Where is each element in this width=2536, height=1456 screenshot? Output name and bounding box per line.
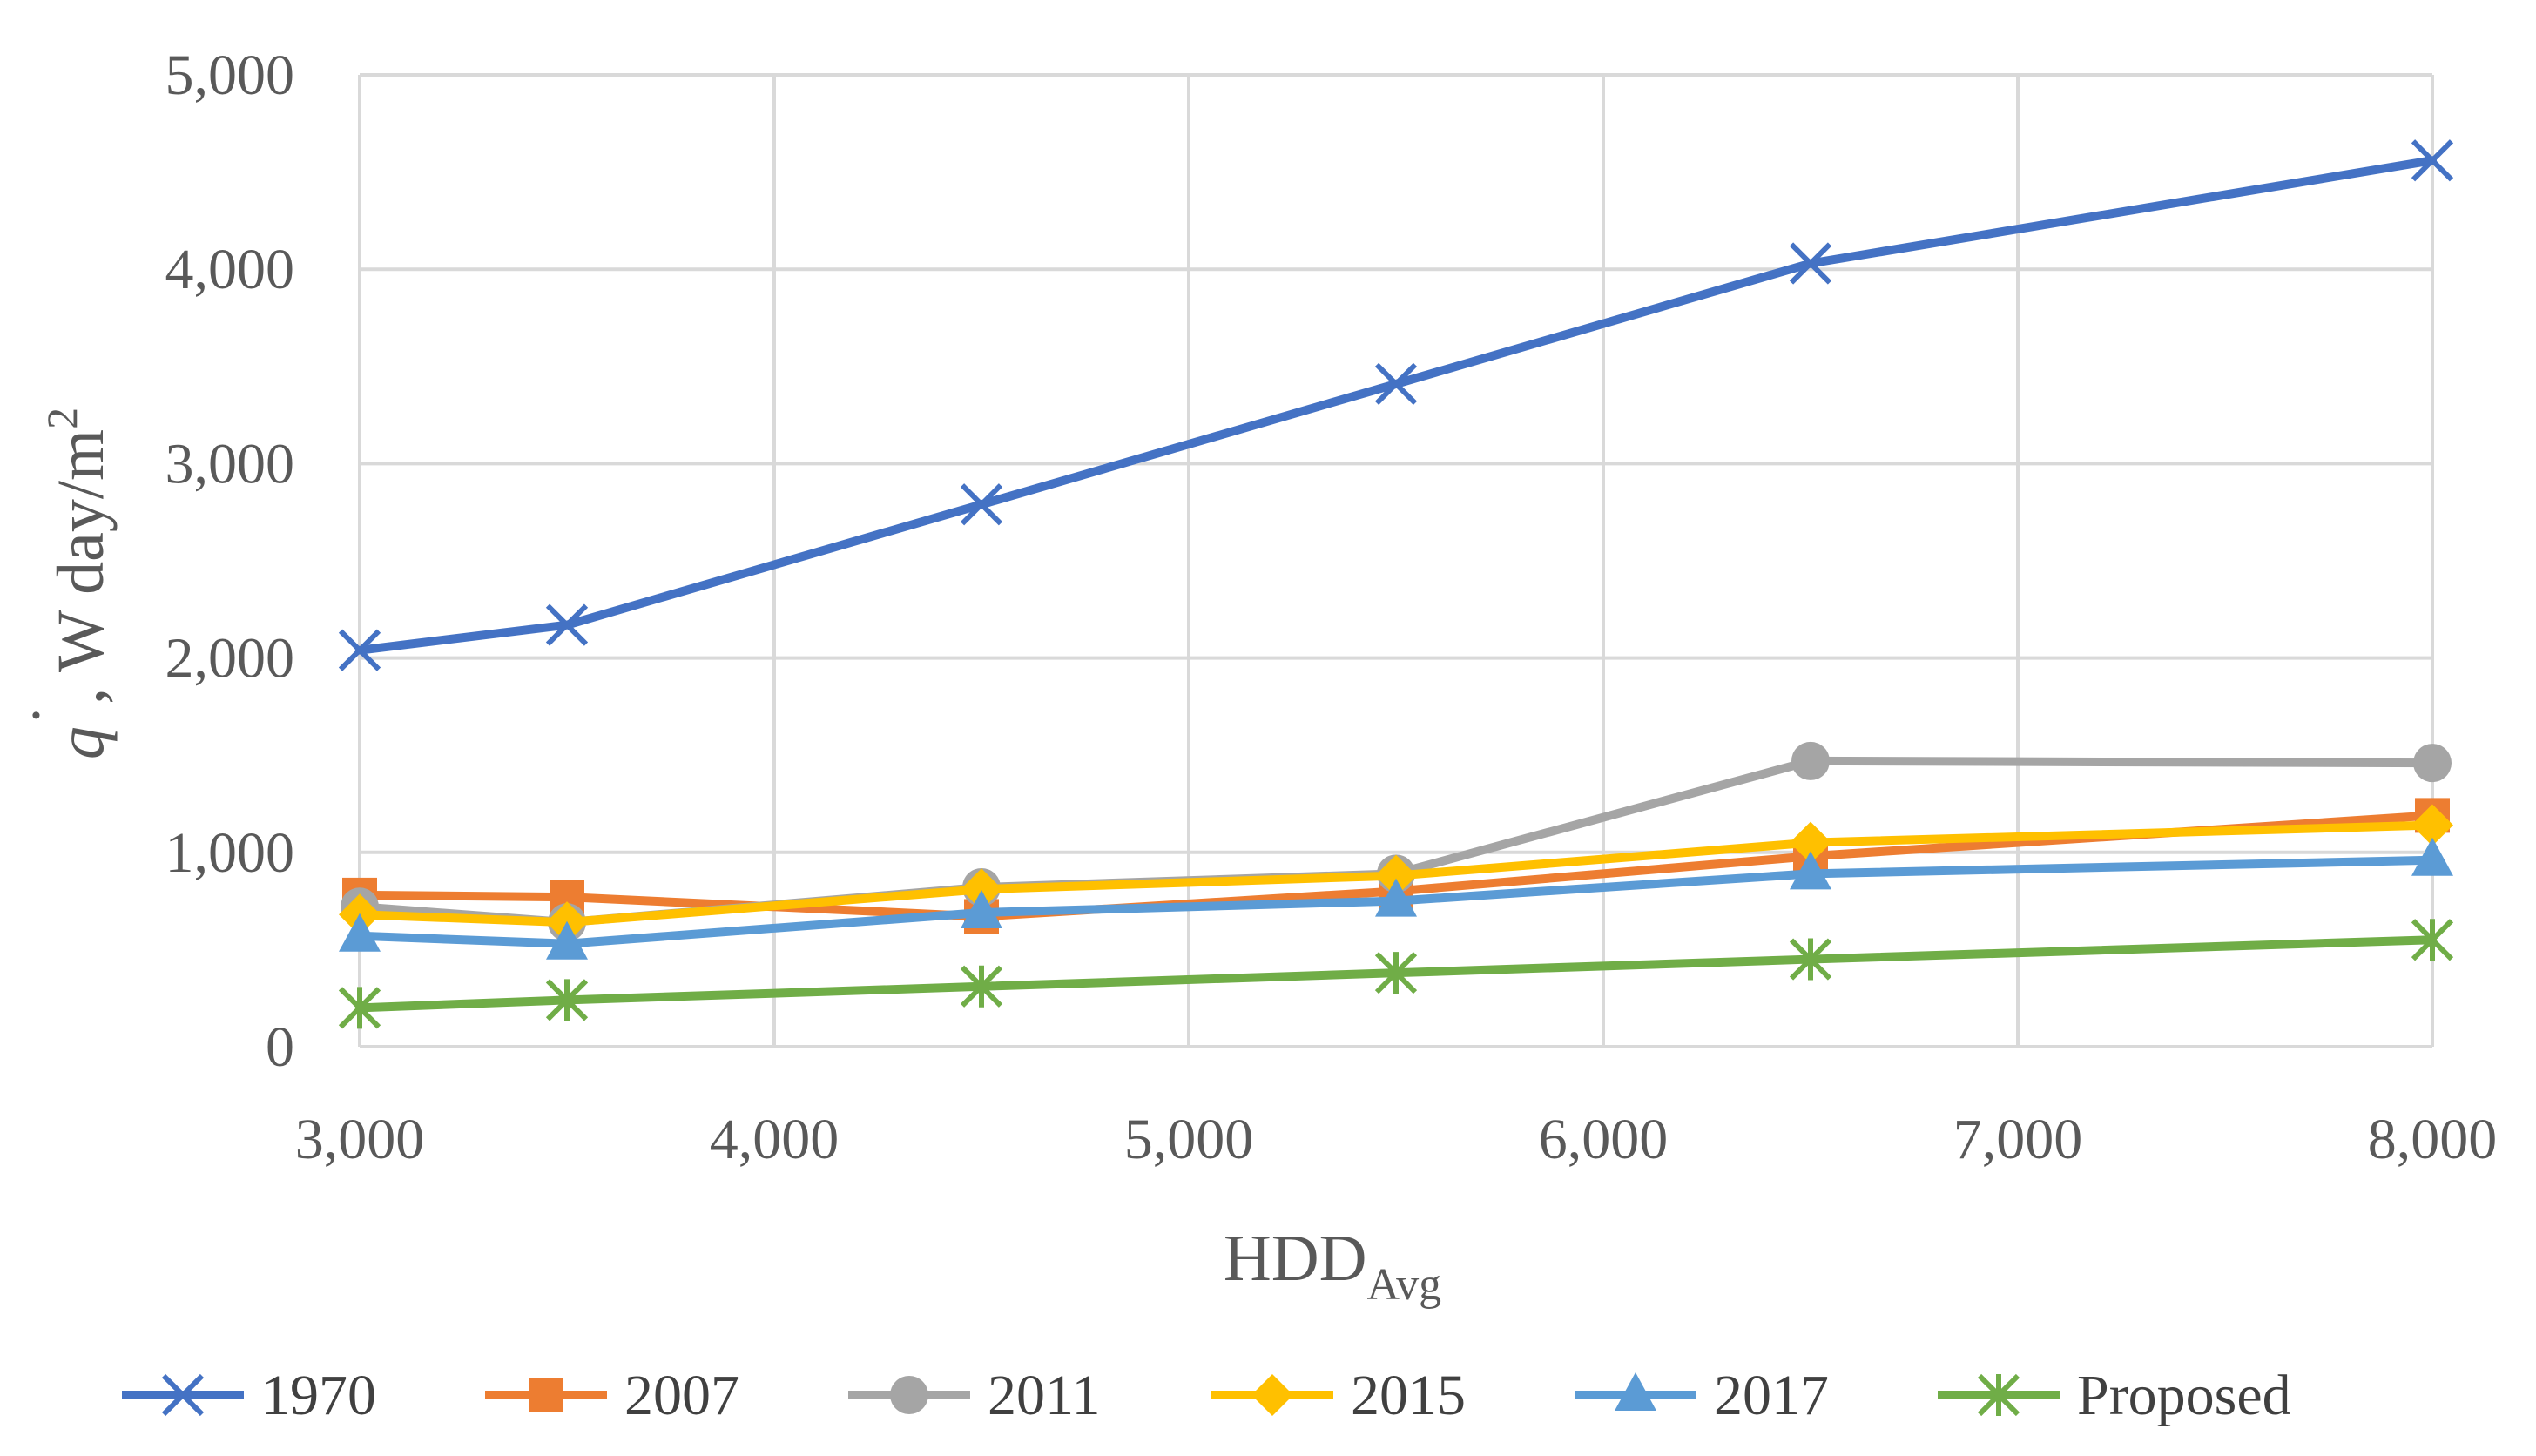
series-proposed: [338, 919, 2454, 1029]
data-point-proposed: [338, 987, 381, 1029]
legend-marker-2011: [890, 1376, 928, 1414]
y-tick-label: 4,000: [165, 238, 295, 301]
x-tick-label: 6,000: [1539, 1108, 1669, 1171]
data-point-2015: [961, 868, 1002, 911]
data-point-proposed: [545, 979, 589, 1021]
data-point-2017: [1790, 851, 1831, 890]
legend-label-proposed: Proposed: [2077, 1364, 2291, 1427]
data-point-1970: [960, 483, 1003, 526]
y-axis-title: q˙, W day/m2: [18, 408, 118, 759]
series-group: [338, 139, 2454, 1029]
series-line-2017: [355, 855, 2437, 948]
y-tick-label: 5,000: [165, 44, 295, 107]
legend-marker-proposed: [1977, 1373, 2020, 1417]
data-point-2011: [2413, 744, 2452, 783]
data-point-1970: [338, 629, 381, 671]
legend-label-2007: 2007: [624, 1364, 739, 1427]
data-point-1970: [1789, 242, 1832, 285]
series-2017: [339, 837, 2453, 960]
data-point-1970: [545, 603, 589, 646]
x-tick-label: 3,000: [295, 1108, 425, 1171]
data-point-proposed: [1789, 938, 1832, 981]
y-tick-label: 2,000: [165, 627, 295, 691]
x-axis-title: HDDAvg: [1224, 1222, 1441, 1310]
x-tick-label: 7,000: [1953, 1108, 2083, 1171]
data-point-1970: [1374, 362, 1418, 406]
data-point-1970: [2411, 139, 2454, 182]
legend-marker-2015: [1251, 1374, 1293, 1416]
data-point-proposed: [2411, 919, 2454, 961]
y-tick-label: 3,000: [165, 432, 295, 495]
legend-label-2015: 2015: [1351, 1364, 1466, 1427]
x-tick-label: 5,000: [1124, 1108, 1254, 1171]
data-point-2015: [1375, 854, 1417, 897]
legend-item-2017: 2017: [1575, 1364, 1829, 1427]
data-point-2011: [1791, 741, 1830, 780]
data-point-2017: [339, 913, 381, 952]
data-point-2017: [1375, 878, 1417, 917]
x-tick-label: 4,000: [710, 1108, 840, 1171]
data-point-2017: [546, 920, 588, 960]
data-point-2015: [1790, 821, 1831, 864]
data-point-proposed: [1374, 952, 1418, 994]
data-point-proposed: [960, 965, 1003, 1008]
legend-item-proposed: Proposed: [1938, 1364, 2291, 1427]
legend-marker-2007: [529, 1378, 563, 1412]
data-point-2017: [2411, 837, 2453, 876]
legend-item-1970: 1970: [122, 1364, 376, 1427]
legend-marker-2017: [1615, 1372, 1656, 1411]
series-line-1970: [355, 156, 2437, 655]
series-1970: [338, 139, 2454, 671]
x-tick-label: 8,000: [2368, 1108, 2498, 1171]
series-2015: [339, 804, 2453, 944]
legend-marker-1970: [161, 1373, 205, 1417]
legend-item-2015: 2015: [1211, 1364, 1466, 1427]
series-line-proposed: [355, 935, 2437, 1013]
legend-item-2007: 2007: [485, 1364, 739, 1427]
legend: 1970 2007 2011 2015 2017 Proposed: [122, 1364, 2291, 1427]
data-point-2017: [961, 889, 1002, 928]
series-line-2015: [355, 820, 2437, 927]
y-tick-label: 0: [266, 1015, 294, 1079]
legend-label-1970: 1970: [261, 1364, 376, 1427]
legend-item-2011: 2011: [848, 1364, 1101, 1427]
grid-lines: [358, 73, 2434, 1048]
y-axis-ticks: 0 1,000 2,000 3,000 4,000 5,000: [165, 44, 295, 1079]
y-tick-label: 1,000: [165, 821, 295, 885]
legend-label-2017: 2017: [1714, 1364, 1829, 1427]
legend-label-2011: 2011: [988, 1364, 1101, 1427]
data-point-2015: [2411, 804, 2453, 846]
x-axis-ticks: 3,000 4,000 5,000 6,000 7,000 8,000: [295, 1108, 2498, 1171]
